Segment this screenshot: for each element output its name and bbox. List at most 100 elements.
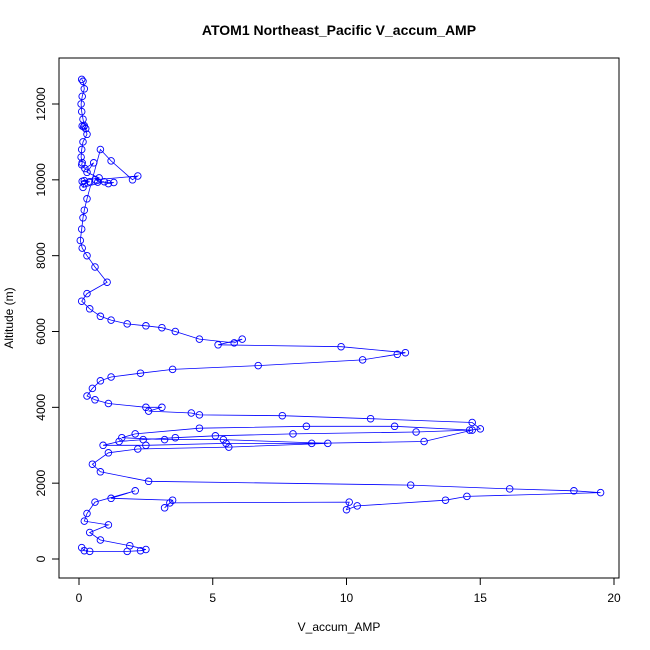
data-point bbox=[83, 289, 91, 298]
y-axis: 0 2000 4000 6000 8000 10000 12000 bbox=[34, 87, 60, 562]
data-point bbox=[79, 77, 87, 86]
data-point bbox=[78, 177, 86, 186]
data-point bbox=[337, 342, 345, 351]
data-point bbox=[136, 369, 145, 377]
data-point bbox=[95, 174, 103, 182]
data-point bbox=[91, 396, 99, 404]
data-point bbox=[81, 164, 89, 173]
y-tick-label: 10000 bbox=[34, 163, 48, 197]
data-point bbox=[342, 505, 351, 514]
data-point bbox=[289, 430, 297, 438]
y-tick-label: 2000 bbox=[34, 469, 48, 496]
data-point bbox=[187, 409, 196, 417]
data-point bbox=[393, 350, 402, 359]
data-point bbox=[96, 312, 105, 321]
x-tick-label: 5 bbox=[209, 591, 216, 605]
data-point bbox=[134, 445, 142, 453]
data-point bbox=[77, 107, 86, 116]
data-point bbox=[78, 92, 86, 101]
data-point bbox=[144, 407, 153, 415]
data-point bbox=[77, 100, 85, 108]
data-point bbox=[171, 327, 180, 336]
data-point bbox=[570, 487, 578, 495]
data-point bbox=[77, 297, 86, 305]
data-point bbox=[77, 153, 85, 161]
data-point bbox=[107, 316, 115, 324]
data-point bbox=[104, 179, 113, 188]
data-point bbox=[142, 545, 150, 554]
data-point bbox=[79, 214, 87, 222]
data-point bbox=[390, 422, 399, 431]
data-point bbox=[596, 488, 605, 497]
data-point bbox=[83, 195, 91, 203]
data-point bbox=[158, 323, 166, 332]
data-point bbox=[302, 422, 311, 431]
data-point bbox=[89, 159, 98, 167]
data-point bbox=[195, 411, 204, 419]
data-point bbox=[85, 177, 94, 186]
data-point bbox=[142, 322, 150, 330]
data-point bbox=[195, 335, 204, 343]
data-point bbox=[115, 437, 123, 446]
data-point bbox=[83, 509, 91, 518]
data-point bbox=[214, 341, 222, 349]
data-point bbox=[171, 433, 180, 442]
data-point bbox=[99, 441, 107, 450]
data-point bbox=[219, 435, 228, 444]
x-tick-label: 10 bbox=[340, 591, 354, 605]
data-point bbox=[93, 178, 102, 186]
data-point bbox=[85, 305, 94, 313]
data-point bbox=[136, 546, 145, 555]
data-point bbox=[166, 499, 174, 507]
data-point bbox=[358, 356, 367, 364]
data-point bbox=[79, 138, 87, 146]
data-point bbox=[80, 179, 89, 188]
data-point bbox=[134, 172, 142, 180]
data-point bbox=[118, 433, 126, 442]
data-point bbox=[91, 498, 99, 506]
data-point bbox=[468, 418, 476, 427]
data-point bbox=[107, 157, 115, 165]
data-point bbox=[131, 487, 139, 495]
data-point bbox=[96, 536, 105, 544]
data-point bbox=[307, 439, 316, 448]
data-point bbox=[96, 145, 105, 154]
data-point bbox=[77, 145, 86, 154]
data-point bbox=[83, 392, 91, 400]
data-point bbox=[195, 424, 204, 432]
data-point bbox=[103, 278, 111, 286]
data-point bbox=[88, 460, 97, 468]
x-axis-label: V_accum_AMP bbox=[298, 620, 381, 634]
data-point bbox=[80, 85, 89, 93]
data-point bbox=[324, 439, 332, 448]
data-point bbox=[160, 435, 169, 444]
data-point bbox=[230, 339, 238, 347]
data-point bbox=[91, 263, 99, 271]
data-point bbox=[158, 403, 166, 412]
data-point bbox=[83, 168, 91, 177]
y-tick-label: 4000 bbox=[34, 394, 48, 421]
data-point bbox=[77, 543, 86, 552]
data-point bbox=[225, 443, 233, 451]
data-point bbox=[81, 124, 90, 133]
data-point bbox=[80, 517, 89, 525]
data-point bbox=[76, 236, 85, 245]
data-point bbox=[88, 384, 97, 393]
data-point bbox=[85, 528, 94, 537]
x-tick-label: 20 bbox=[607, 591, 621, 605]
chart-title: ATOM1 Northeast_Pacific V_accum_AMP bbox=[202, 22, 476, 38]
data-point bbox=[168, 496, 177, 504]
x-tick-label: 0 bbox=[76, 591, 83, 605]
data-point bbox=[123, 320, 131, 328]
data-point bbox=[160, 504, 169, 512]
data-point bbox=[142, 403, 150, 412]
y-tick-label: 8000 bbox=[34, 242, 48, 269]
y-tick-label: 0 bbox=[34, 555, 48, 562]
data-point bbox=[238, 335, 246, 343]
data-point bbox=[441, 496, 450, 504]
data-point bbox=[353, 502, 361, 510]
plot-area bbox=[76, 75, 605, 556]
data-point bbox=[345, 498, 353, 506]
data-point bbox=[401, 348, 410, 357]
